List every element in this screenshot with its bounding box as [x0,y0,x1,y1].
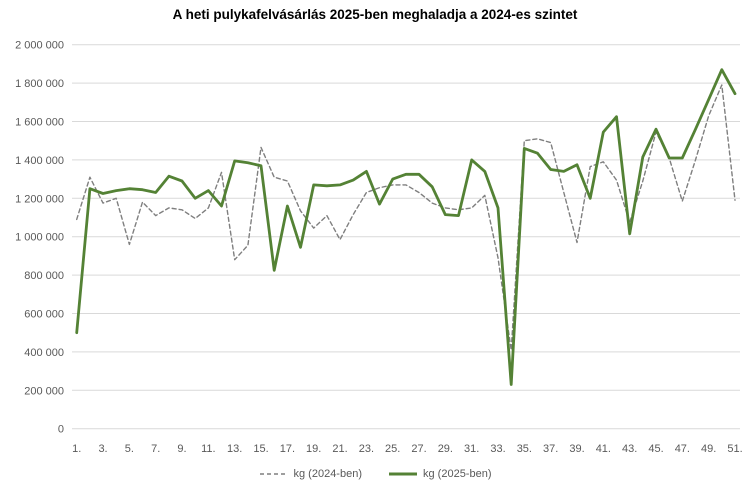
x-tick-label: 23. [359,443,374,455]
y-tick-label: 1 600 000 [15,117,64,129]
legend-label: kg (2024-ben) [293,468,363,480]
y-tick-label: 1 000 000 [15,232,64,244]
y-tick-label: 200 000 [24,385,64,397]
legend-dashed-line-icon [259,473,288,475]
gridlines [72,44,740,430]
y-tick-label: 600 000 [24,309,64,321]
x-tick-label: 1. [72,443,81,455]
x-tick-label: 51. [727,443,742,455]
y-tick-label: 400 000 [24,347,64,359]
x-axis-labels: 1. 3. 5. 7. 9. 11. 13. 15. 17. 19. 21. 23. 25. 27. 29.… [72,443,743,455]
series-lines [75,68,737,386]
chart-title: A heti pulykafelvásárlás 2025-ben meghal… [172,7,578,22]
x-tick-label: 9. [177,443,186,455]
series-line-kg-2024-ben [75,84,736,351]
chart-legend: kg (2024-ben) kg (2025-ben) [0,468,750,480]
y-tick-label: 1 200 000 [15,193,64,205]
y-tick-label: 1 400 000 [15,155,64,167]
x-tick-label: 31. [464,443,479,455]
x-tick-label: 5. [125,443,134,455]
y-axis-labels: 0 200 000 400 000 600 000 800 000 1 000 000 1 … [15,40,64,436]
x-tick-label: 3. [98,443,107,455]
x-tick-label: 7. [151,443,160,455]
x-tick-label: 13. [227,443,242,455]
x-tick-label: 11. [201,443,215,455]
x-tick-label: 43. [622,443,637,455]
x-tick-label: 37. [543,443,558,455]
y-tick-label: 1 800 000 [15,78,64,90]
x-tick-label: 49. [701,443,716,455]
legend-item-kg-2024-ben: kg (2024-ben) [259,468,363,480]
x-tick-label: 27. [411,443,426,455]
y-tick-label: 2 000 000 [15,40,64,52]
y-tick-label: 800 000 [24,270,64,282]
x-tick-label: 19. [306,443,321,455]
x-tick-label: 45. [648,443,663,455]
x-tick-label: 41. [596,443,611,455]
x-tick-label: 33. [490,443,505,455]
x-tick-label: 47. [675,443,690,455]
x-tick-label: 21. [332,443,347,455]
x-tick-label: 15. [253,443,268,455]
x-tick-label: 35. [517,443,532,455]
x-tick-label: 39. [569,443,584,455]
legend-label: kg (2025-ben) [423,468,492,480]
series-line-kg-2025-ben [75,68,737,386]
x-tick-label: 29. [438,443,453,455]
legend-solid-line-icon [389,472,417,476]
y-tick-label: 0 [58,424,64,436]
x-tick-label: 25. [385,443,400,455]
legend-item-kg-2025-ben: kg (2025-ben) [388,468,492,480]
x-tick-label: 17. [280,443,295,455]
